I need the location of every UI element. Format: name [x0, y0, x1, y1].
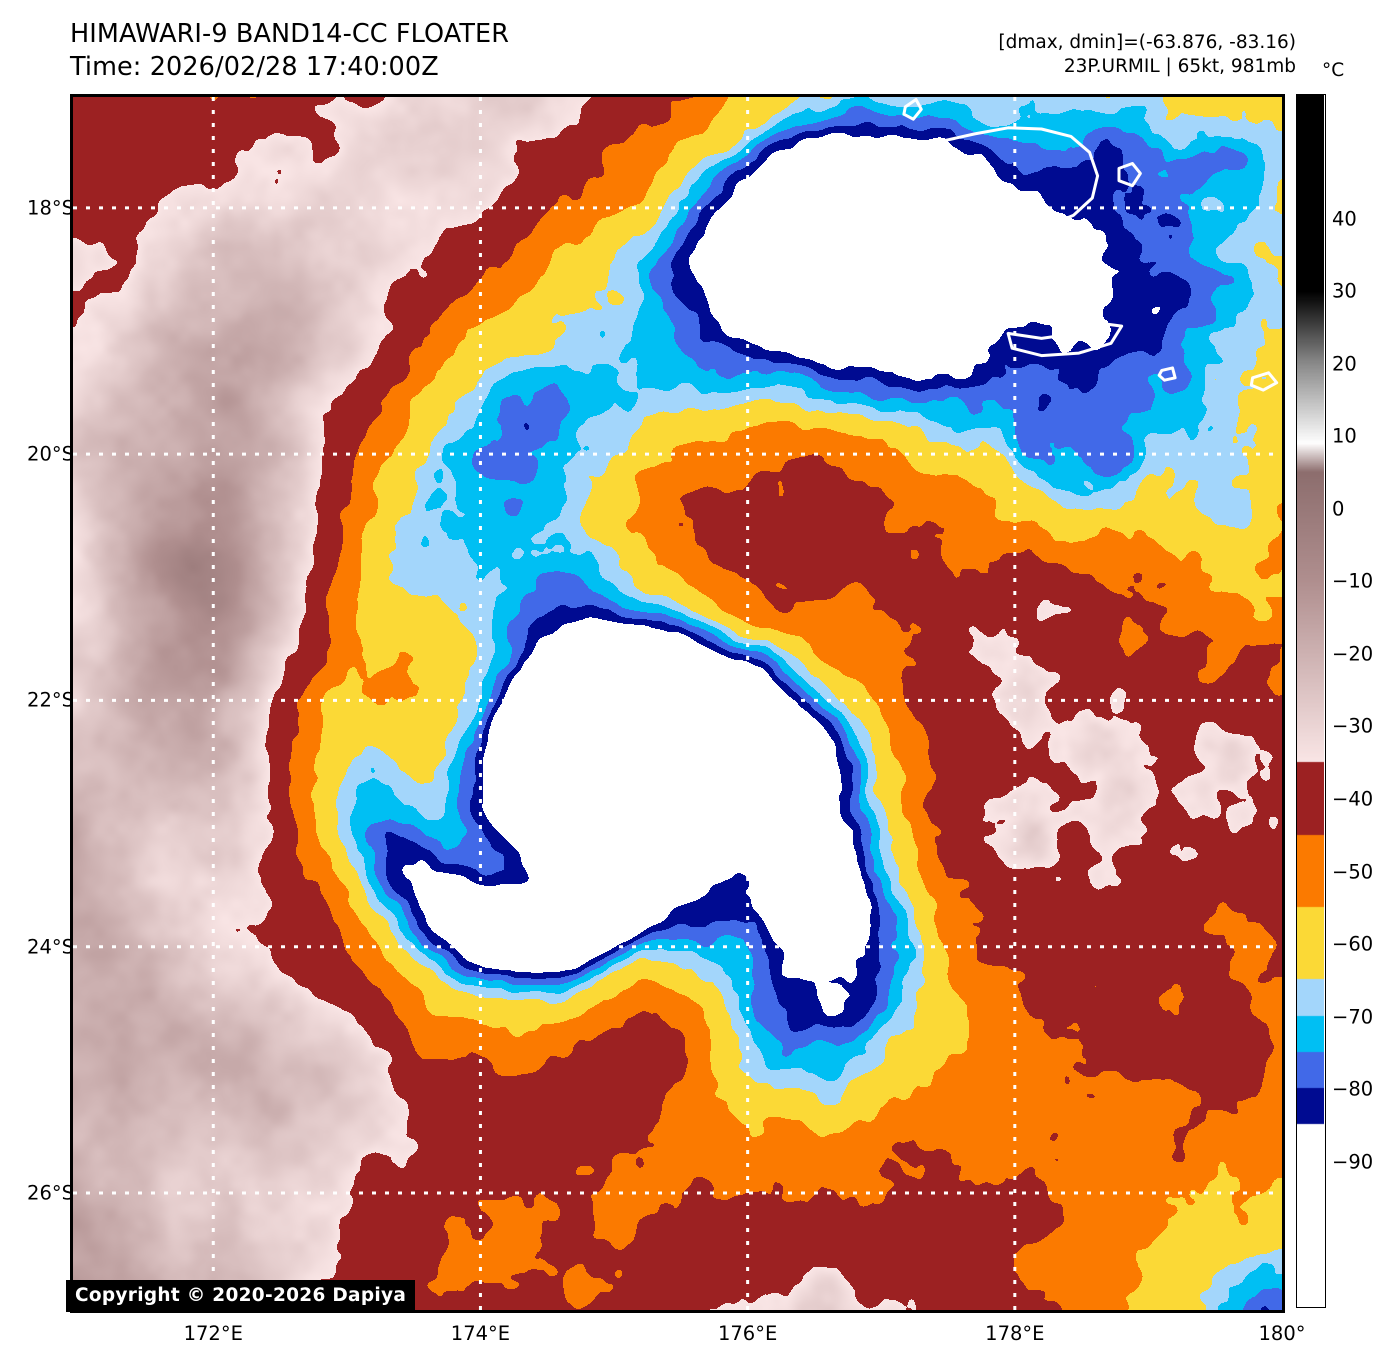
satellite-ir-imagery	[73, 97, 1282, 1310]
page-title: HIMAWARI-9 BAND14-CC FLOATER	[70, 19, 510, 49]
colorbar-tick-label: −60	[1332, 932, 1374, 956]
colorbar-tick-label: 20	[1332, 352, 1357, 376]
temperature-colorbar[interactable]	[1296, 94, 1326, 1308]
lat-tick-label: 26°S	[27, 1181, 74, 1205]
header-info-block: [dmax, dmin]=(-63.876, -83.16) 23P.URMIL…	[998, 31, 1296, 80]
timestamp-label: Time: 2026/02/28 17:40:00Z	[70, 52, 439, 83]
colorbar-tick-label: −40	[1332, 787, 1374, 811]
lat-tick-label: 20°S	[27, 442, 74, 466]
storm-info-label: 23P.URMIL | 65kt, 981mb	[1063, 56, 1296, 78]
lon-tick-label: 178°E	[985, 1322, 1045, 1345]
copyright-badge: Copyright © 2020-2026 Dapiya	[66, 1280, 416, 1312]
lat-tick-label: 22°S	[27, 688, 74, 712]
lon-tick-label: 174°E	[450, 1322, 511, 1345]
lat-tick-label: 24°S	[27, 935, 74, 959]
colorbar-tick-label: −10	[1332, 569, 1374, 593]
lon-tick-label: 180°	[1258, 1322, 1306, 1345]
lon-tick-label: 172°E	[183, 1322, 243, 1345]
colorbar-tick-label: 10	[1332, 424, 1357, 448]
colorbar-tick-label: −20	[1332, 642, 1374, 666]
satellite-image-plot[interactable]	[70, 94, 1285, 1313]
colorbar-tick-label: −80	[1332, 1077, 1374, 1101]
colorbar-tick-label: −70	[1332, 1005, 1374, 1029]
colorbar-tick-label: 30	[1332, 279, 1357, 303]
colorbar-tick-label: −30	[1332, 714, 1374, 738]
lat-tick-label: 18°S	[27, 196, 74, 220]
lon-tick-label: 176°E	[717, 1322, 778, 1345]
colorbar-unit-label: °C	[1322, 60, 1345, 81]
colorbar-tick-label: 40	[1332, 207, 1357, 231]
colorbar-gradient	[1297, 95, 1324, 1306]
colorbar-tick-label: −50	[1332, 860, 1374, 883]
dminmax-label: [dmax, dmin]=(-63.876, -83.16)	[998, 32, 1296, 53]
header-title-block: HIMAWARI-9 BAND14-CC FLOATER Time: 2026/…	[70, 18, 509, 84]
colorbar-tick-label: 0	[1332, 497, 1345, 521]
colorbar-tick-label: −90	[1332, 1150, 1374, 1174]
